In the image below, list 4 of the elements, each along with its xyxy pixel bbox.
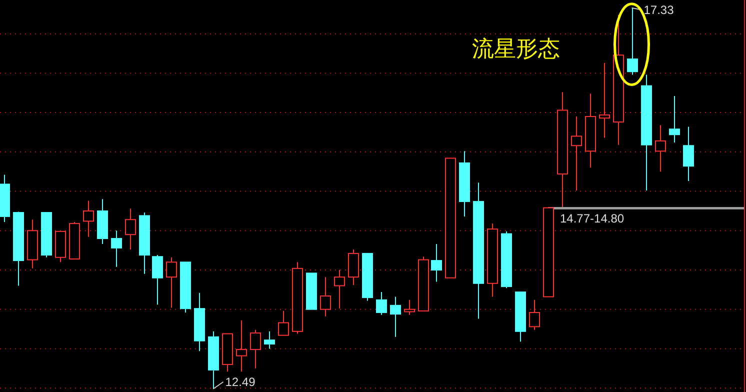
band-label: 14.77-14.80 bbox=[560, 211, 624, 226]
annotation: 17.33 bbox=[644, 2, 674, 17]
text: 流星形态 bbox=[472, 37, 560, 62]
annotation: 12.49 bbox=[225, 374, 256, 389]
